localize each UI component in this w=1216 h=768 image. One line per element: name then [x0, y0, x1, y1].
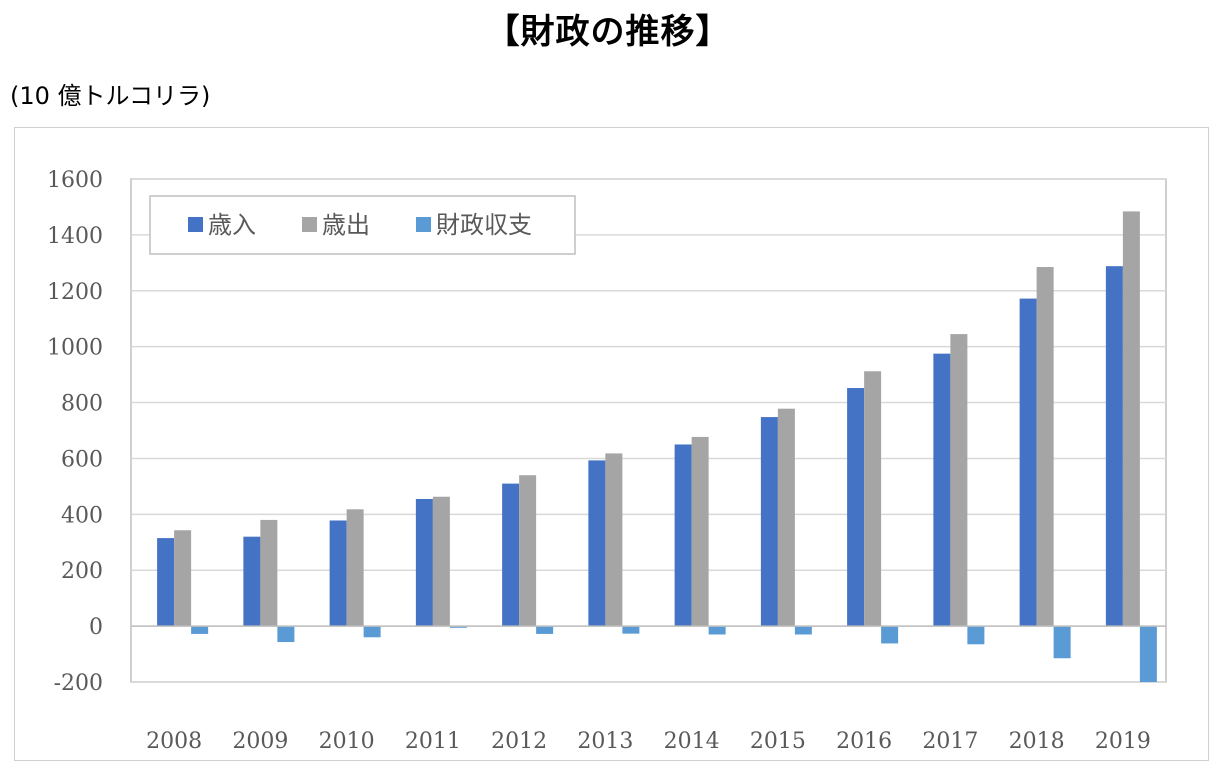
x-tick-label: 2015 — [750, 729, 806, 754]
bar-balance-2011 — [449, 626, 467, 628]
chart-frame — [14, 127, 1209, 761]
bar-balance-2013 — [622, 626, 640, 634]
y-tick-label: 400 — [61, 503, 103, 528]
bar-balance-2018 — [1053, 626, 1071, 659]
legend-swatch — [188, 217, 203, 232]
bar-revenue-2009 — [243, 536, 261, 627]
bar-expenditure-2008 — [174, 530, 192, 627]
x-tick-label: 2017 — [922, 729, 978, 754]
bar-expenditure-2017 — [950, 334, 968, 627]
legend-swatch — [302, 217, 317, 232]
y-tick-label: 600 — [61, 447, 103, 472]
unit-label: (10 億トルコリラ) — [10, 82, 211, 110]
bar-expenditure-2011 — [432, 496, 450, 627]
y-tick-label: 1200 — [47, 280, 103, 305]
legend-swatch — [416, 217, 431, 232]
bar-balance-2010 — [363, 626, 381, 638]
y-tick-label: 1000 — [47, 336, 103, 361]
bar-revenue-2012 — [502, 483, 520, 627]
bar-expenditure-2010 — [346, 509, 364, 627]
bar-expenditure-2013 — [605, 453, 623, 627]
y-tick-label: 1600 — [47, 168, 103, 193]
bar-expenditure-2012 — [519, 475, 537, 627]
bar-revenue-2016 — [847, 388, 865, 627]
x-tick-label: 2010 — [319, 729, 375, 754]
y-tick-label: -200 — [54, 671, 103, 696]
x-tick-label: 2018 — [1009, 729, 1065, 754]
bar-expenditure-2014 — [691, 436, 709, 627]
bar-revenue-2013 — [588, 460, 606, 627]
bar-revenue-2019 — [1105, 266, 1123, 627]
x-tick-label: 2016 — [836, 729, 892, 754]
bar-expenditure-2015 — [777, 408, 795, 627]
bar-balance-2017 — [967, 626, 985, 645]
y-tick-label: 0 — [89, 615, 103, 640]
bar-revenue-2010 — [329, 520, 347, 627]
bar-balance-2019 — [1139, 626, 1157, 682]
bar-revenue-2014 — [674, 444, 692, 627]
x-tick-label: 2013 — [577, 729, 633, 754]
x-tick-label: 2009 — [232, 729, 288, 754]
legend-label: 財政収支 — [436, 211, 532, 239]
x-tick-label: 2011 — [405, 729, 461, 754]
bar-balance-2015 — [794, 626, 812, 635]
bar-expenditure-2019 — [1122, 211, 1140, 627]
legend-label: 歳入 — [208, 211, 256, 239]
bar-revenue-2015 — [760, 417, 778, 627]
bar-balance-2016 — [881, 626, 899, 644]
x-tick-label: 2008 — [146, 729, 202, 754]
x-tick-label: 2014 — [664, 729, 720, 754]
bar-balance-2012 — [536, 626, 554, 634]
y-tick-label: 1400 — [47, 224, 103, 249]
x-tick-label: 2012 — [491, 729, 547, 754]
bar-balance-2014 — [708, 626, 726, 635]
bar-balance-2009 — [277, 626, 295, 643]
chart-title: 【財政の推移】 — [485, 12, 731, 52]
legend — [149, 195, 576, 255]
y-tick-label: 800 — [61, 392, 103, 417]
x-tick-label: 2019 — [1095, 729, 1151, 754]
bar-revenue-2017 — [933, 353, 951, 627]
bar-expenditure-2018 — [1036, 267, 1054, 627]
bar-revenue-2008 — [157, 538, 175, 627]
bar-revenue-2018 — [1019, 298, 1037, 627]
y-tick-label: 200 — [61, 559, 103, 584]
bar-balance-2008 — [191, 626, 209, 634]
bar-expenditure-2016 — [864, 371, 882, 627]
legend-label: 歳出 — [322, 211, 370, 239]
bar-expenditure-2009 — [260, 519, 278, 627]
bar-revenue-2011 — [415, 498, 433, 627]
